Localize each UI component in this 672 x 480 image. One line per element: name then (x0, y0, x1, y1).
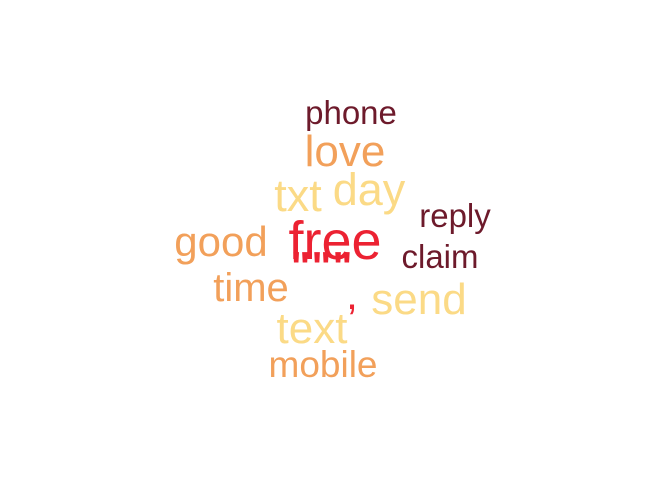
word-time: time (213, 266, 289, 310)
word-mobile: mobile (268, 344, 378, 385)
word-comma: , (346, 271, 358, 318)
word-claim: claim (401, 238, 479, 275)
word-free: free (288, 211, 382, 271)
word-phone: phone (305, 94, 397, 131)
word-good: good (174, 218, 268, 265)
word-love: love (304, 127, 386, 176)
word-quote: """ (290, 243, 354, 290)
word-day: day (332, 164, 406, 215)
word-txt: txt (274, 170, 322, 221)
word-text: text (276, 304, 348, 353)
word-send: send (371, 275, 467, 324)
word-reply: reply (419, 197, 491, 234)
